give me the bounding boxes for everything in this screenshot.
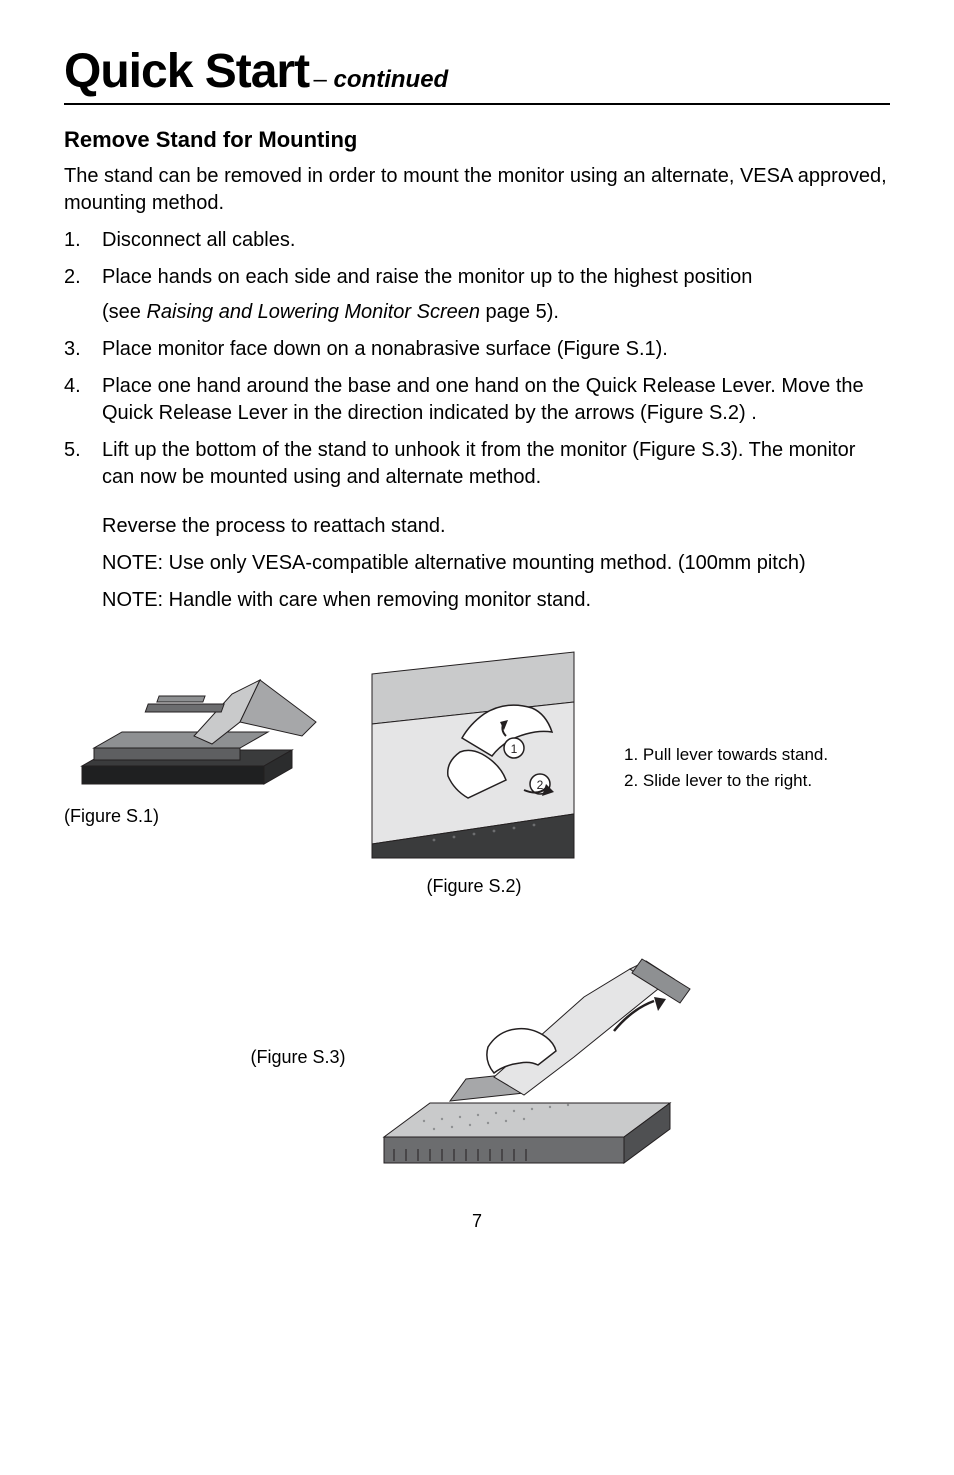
after-p1: Reverse the process to reattach stand.: [102, 513, 890, 540]
step-3-text: Place monitor face down on a nonabrasive…: [102, 338, 668, 360]
step-4: Place one hand around the base and one h…: [64, 373, 890, 427]
title-main: Quick Start: [64, 45, 309, 98]
callout-1: 1. Pull lever towards stand.: [624, 742, 828, 768]
step-2b-pre: (see: [102, 301, 146, 323]
figure-s1-icon: [64, 644, 324, 794]
intro-text: The stand can be removed in order to mou…: [64, 163, 890, 217]
figure-s3-caption: (Figure S.3): [250, 1047, 345, 1068]
step-2b-italic: Raising and Lowering Monitor Screen: [146, 301, 480, 323]
figure-s2-col: 1 2 (Figure S.2): [364, 644, 584, 897]
step-2b-post: page 5).: [480, 301, 559, 323]
page-title: Quick Start – continued: [64, 44, 890, 105]
step-5: Lift up the bottom of the stand to unhoo…: [64, 437, 890, 491]
step-2: Place hands on each side and raise the m…: [64, 264, 890, 326]
figures-row-2: (Figure S.3): [64, 927, 890, 1187]
step-3: Place monitor face down on a nonabrasive…: [64, 336, 890, 363]
step-5-text: Lift up the bottom of the stand to unhoo…: [102, 439, 855, 488]
figures-row-1: (Figure S.1) 1 2 (Figur: [64, 644, 890, 897]
after-steps: Reverse the process to reattach stand. N…: [64, 513, 890, 614]
title-tail: continued: [334, 66, 449, 93]
page-number: 7: [64, 1211, 890, 1232]
title-dash: –: [314, 66, 334, 93]
after-p2: NOTE: Use only VESA-compatible alternati…: [102, 550, 890, 577]
step-4-text: Place one hand around the base and one h…: [102, 375, 864, 424]
step-1: Disconnect all cables.: [64, 227, 890, 254]
figure-s1-caption: (Figure S.1): [64, 806, 324, 827]
step-1-text: Disconnect all cables.: [102, 229, 295, 251]
step-2-text-a: Place hands on each side and raise the m…: [102, 266, 752, 288]
svg-text:1: 1: [511, 742, 518, 756]
step-2-sub: (see Raising and Lowering Monitor Screen…: [102, 299, 890, 326]
after-p3: NOTE: Handle with care when removing mon…: [102, 587, 890, 614]
callout-2: 2. Slide lever to the right.: [624, 768, 828, 794]
figure-s2-caption: (Figure S.2): [364, 876, 584, 897]
section-heading: Remove Stand for Mounting: [64, 127, 890, 153]
figure-s2-icon: 1 2: [364, 644, 584, 864]
figure-s3-icon: [364, 927, 704, 1187]
figure-s2-callouts: 1. Pull lever towards stand. 2. Slide le…: [624, 742, 828, 793]
figure-s1-col: (Figure S.1): [64, 644, 324, 827]
steps-list: Disconnect all cables. Place hands on ea…: [64, 227, 890, 491]
